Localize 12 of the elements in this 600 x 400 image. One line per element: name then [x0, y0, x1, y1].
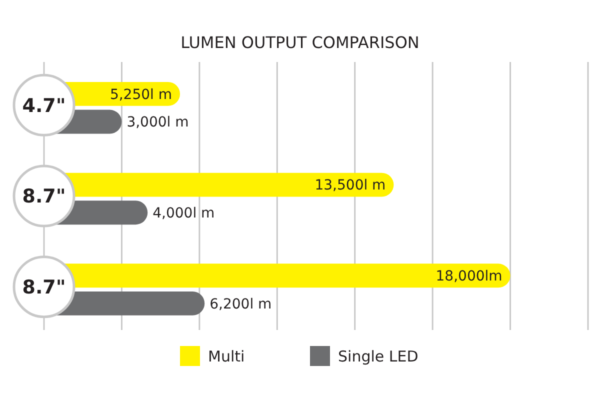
data-label: 6,200l m — [210, 296, 272, 312]
y-tick-label: 4.7" — [22, 94, 66, 117]
data-label: 18,000lm — [436, 268, 502, 285]
legend-label: Single LED — [338, 347, 418, 366]
y-tick-label: 8.7" — [22, 276, 66, 298]
chart-title: LUMEN OUTPUT COMPARISON — [180, 33, 420, 52]
data-label: 4,000l m — [152, 206, 215, 222]
legend-label: Multi — [208, 347, 245, 366]
data-label: 13,500l m — [314, 178, 386, 194]
y-tick-label: 8.7" — [22, 186, 66, 208]
data-label: 5,250l m — [110, 86, 172, 103]
data-label: 3,000l m — [126, 114, 189, 131]
